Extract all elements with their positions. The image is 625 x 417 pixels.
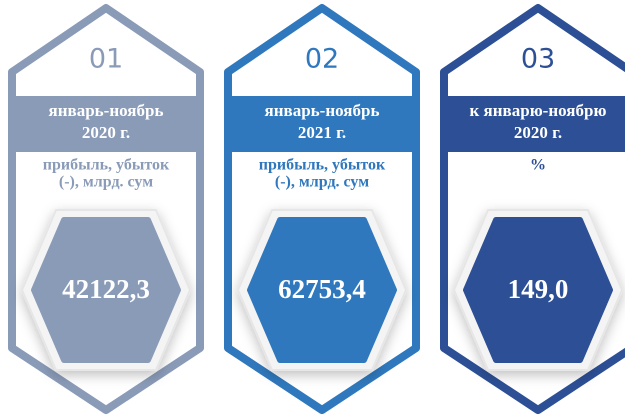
card-period: к январю-ноябрю — [470, 101, 607, 120]
card-value: 62753,4 — [278, 274, 366, 304]
card-value: 42122,3 — [62, 274, 150, 304]
card-unit: прибыль, убыток — [43, 157, 170, 174]
card-period: 2020 г. — [514, 123, 562, 142]
card-band — [16, 96, 196, 152]
card-period: январь-ноябрь — [265, 101, 380, 120]
value-hexagon — [247, 217, 397, 363]
card-band — [448, 96, 625, 152]
card-number: 02 — [305, 44, 339, 75]
card: 02 январь-ноябрь 2021 г. прибыль, убыток(-)… — [224, 4, 420, 414]
card-unit: прибыль, убыток — [259, 157, 386, 174]
card-number: 03 — [521, 44, 555, 75]
card-unit: (-), млрд. сум — [59, 174, 153, 191]
card-period: январь-ноябрь — [49, 101, 164, 120]
value-hexagon — [463, 217, 613, 363]
card-period: 2020 г. — [82, 123, 130, 142]
card-unit: % — [530, 157, 546, 174]
card-period: 2021 г. — [298, 123, 346, 142]
card: 01 январь-ноябрь 2020 г. прибыль, убыток(-)… — [8, 4, 204, 414]
card-number: 01 — [89, 44, 123, 75]
card: 03 к январю-ноябрю 2020 г.% 149,0 — [440, 4, 625, 414]
card-value: 149,0 — [508, 274, 569, 304]
card-unit: (-), млрд. сум — [275, 174, 369, 191]
value-hexagon — [31, 217, 181, 363]
card-band — [232, 96, 412, 152]
